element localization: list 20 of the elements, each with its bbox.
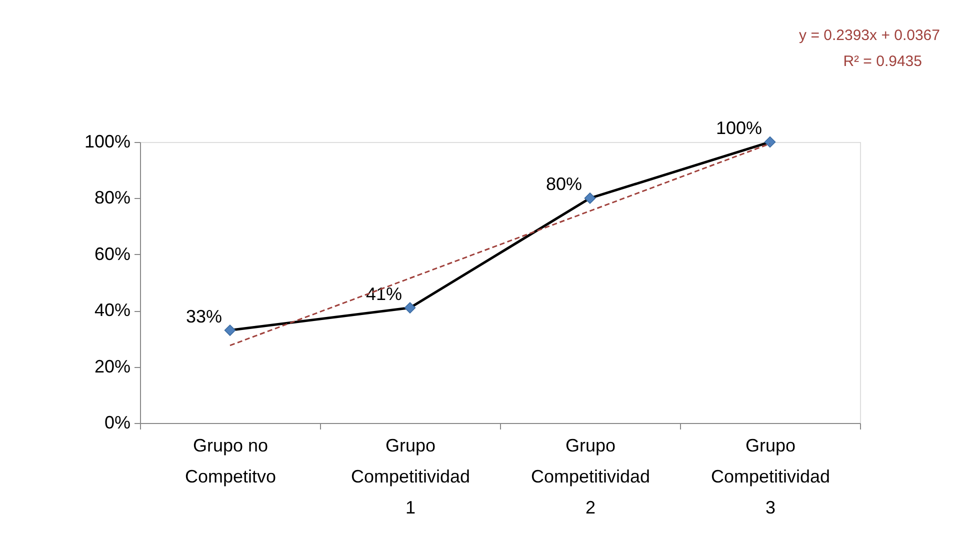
text: R² = 0.9435 [843, 53, 922, 70]
y-tick-label: 60% [94, 244, 130, 264]
x-tick-label: Grupo Competitividad 1 [350, 436, 470, 518]
x-tick-label: Grupo Competitividad 2 [530, 436, 650, 518]
y-tick-label: 80% [94, 188, 130, 208]
point [764, 136, 776, 148]
text: y = 0.2393x + 0.0367 [799, 27, 940, 44]
y-tick-label: 40% [94, 300, 130, 320]
data-label: 33% [186, 306, 222, 326]
y-tick-label: 100% [84, 132, 130, 152]
point [404, 302, 416, 314]
x-tick-label: Grupo no Competitvo [184, 436, 276, 486]
point [224, 324, 236, 336]
data-label: 80% [546, 174, 582, 194]
x-tick-label: Grupo Competitividad 3 [710, 436, 830, 518]
y-tick-label: 20% [94, 356, 130, 376]
point [584, 192, 596, 204]
y-tick-label: 0% [104, 412, 130, 432]
data-label: 100% [716, 118, 762, 138]
data-label: 41% [366, 284, 402, 304]
